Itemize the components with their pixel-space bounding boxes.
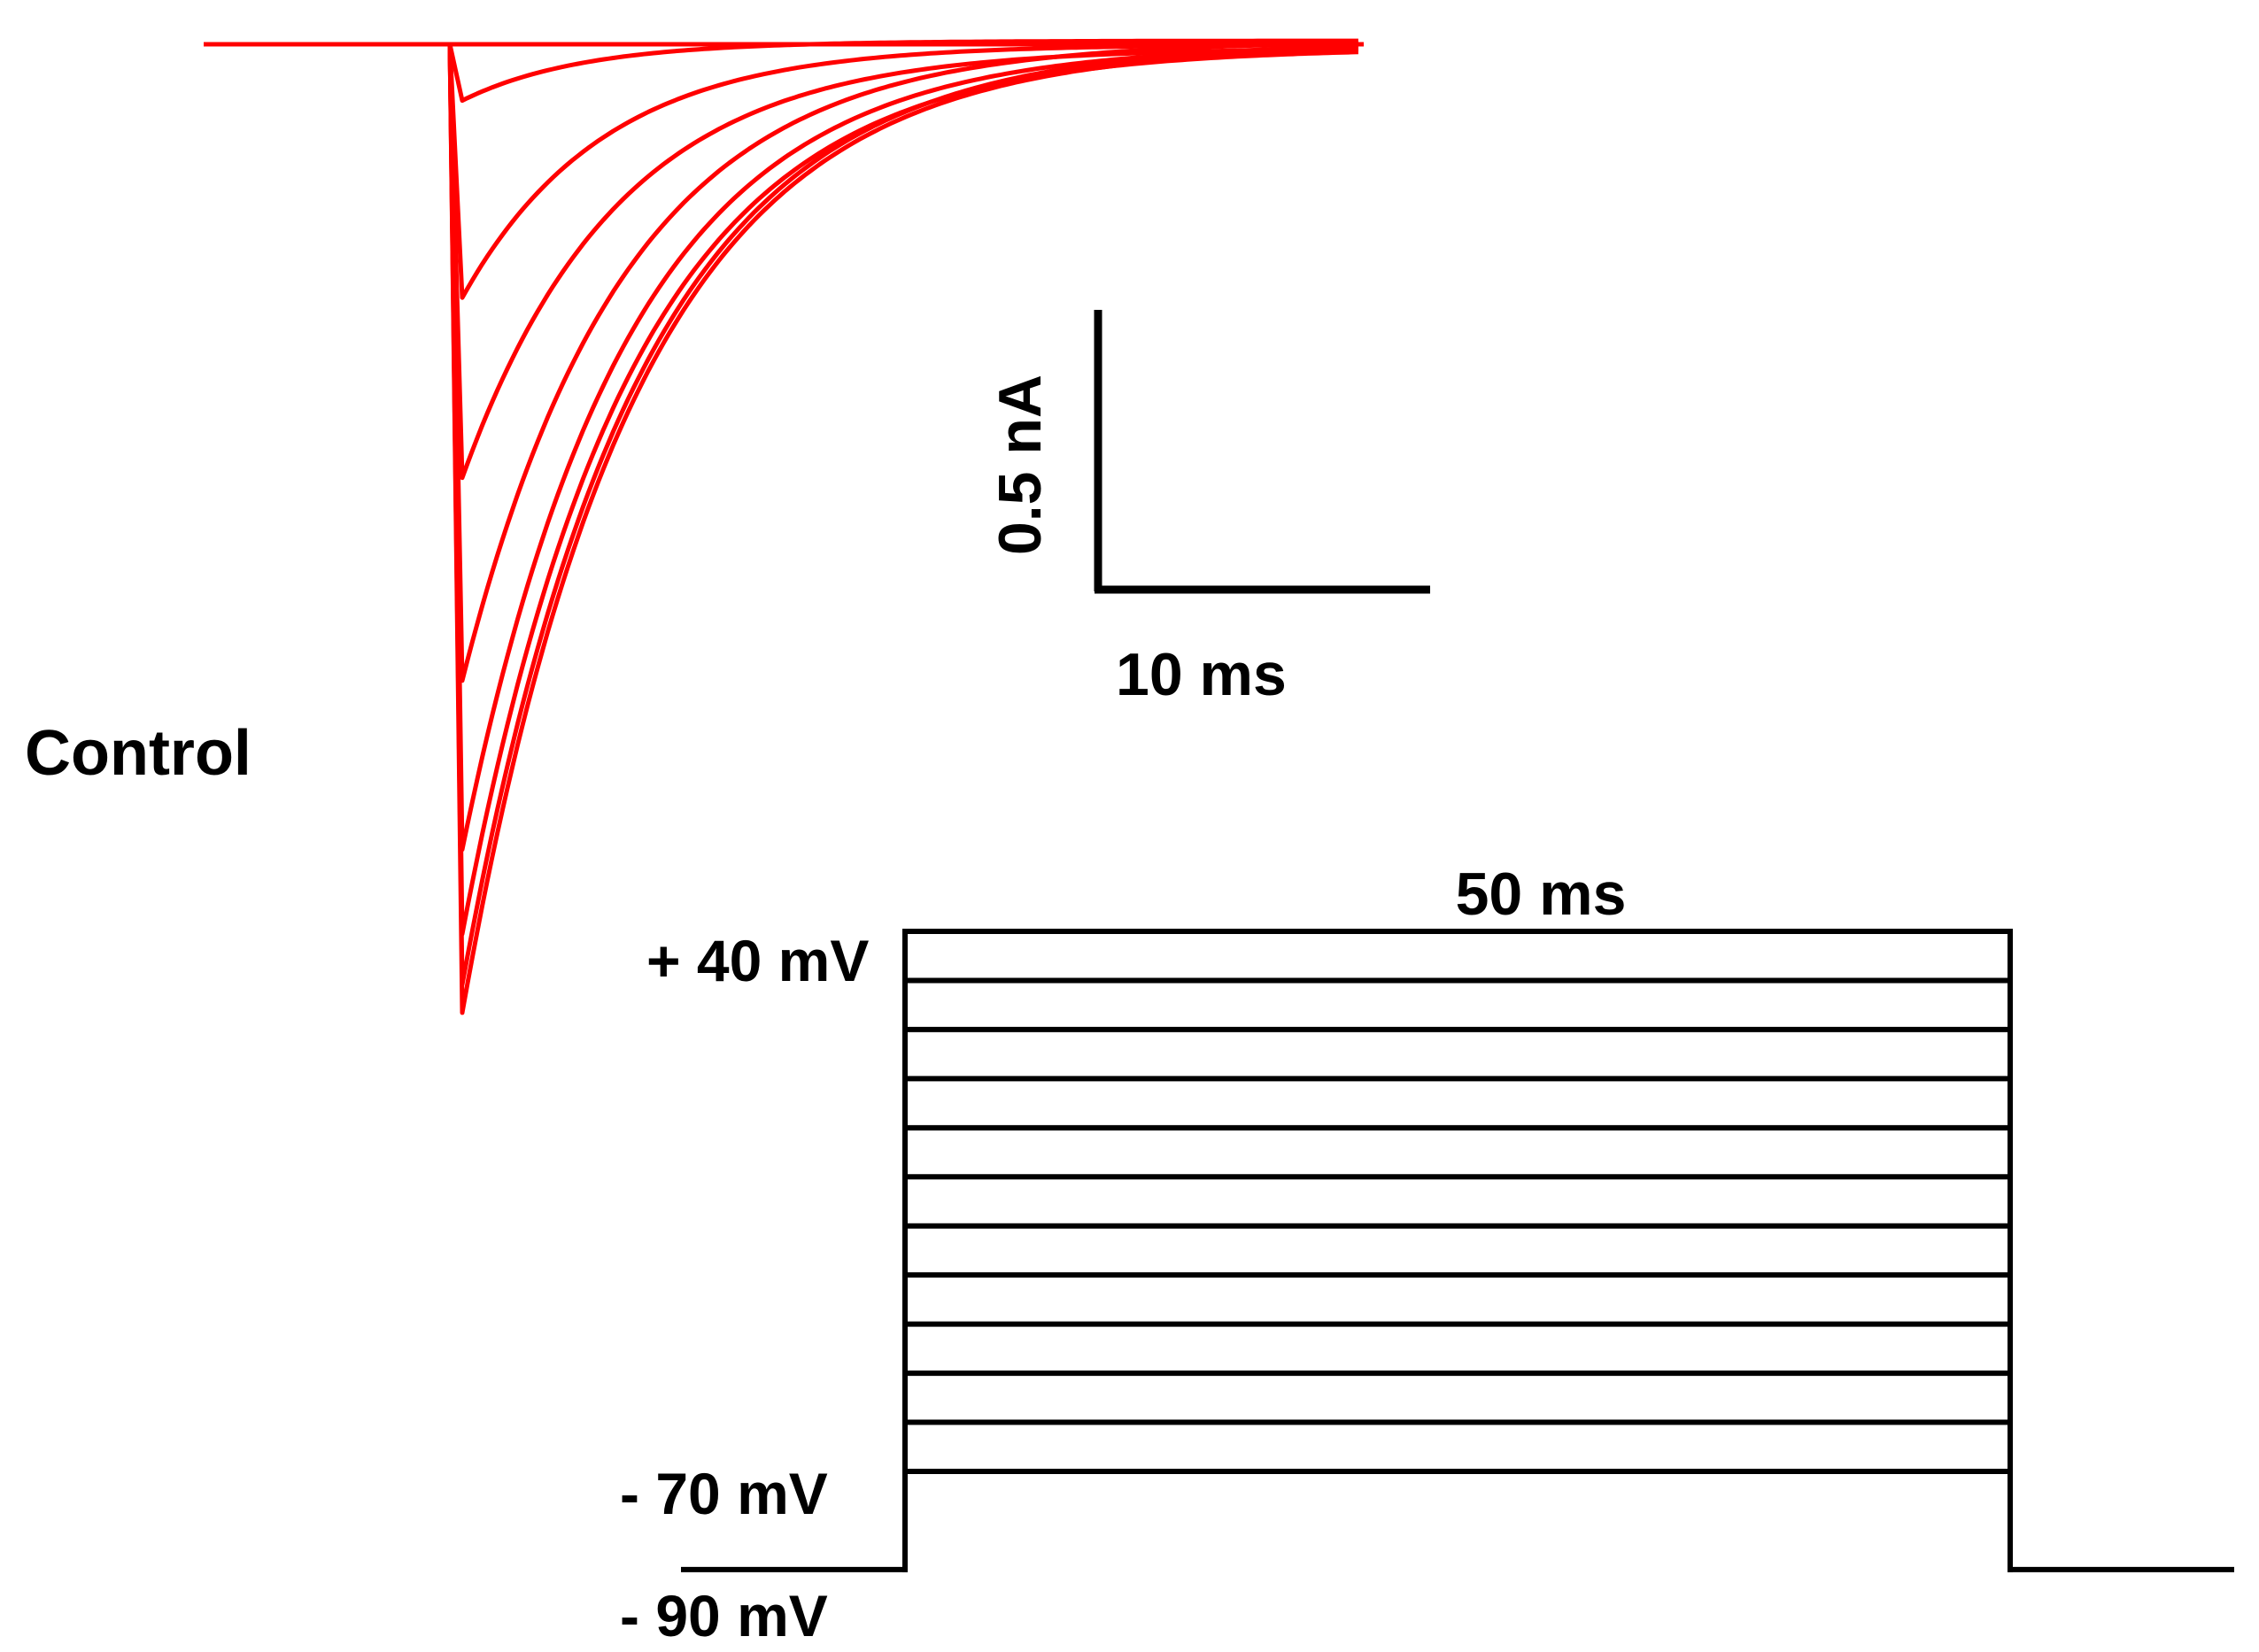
protocol-duration-label: 50 ms bbox=[1456, 861, 1627, 928]
current-trace-7 bbox=[204, 42, 1358, 987]
current-traces bbox=[204, 38, 1358, 1015]
protocol-step-bottom-label: - 70 mV bbox=[620, 1461, 828, 1526]
protocol-holding-label: - 90 mV bbox=[620, 1583, 828, 1648]
current-trace-3 bbox=[204, 42, 1358, 481]
current-trace-8 bbox=[204, 42, 1358, 1015]
voltage-protocol bbox=[681, 929, 2234, 1572]
scale-bar: 0.5 nA 10 ms bbox=[986, 310, 1430, 708]
current-trace-4 bbox=[204, 41, 1358, 683]
current-trace-6 bbox=[204, 42, 1358, 937]
current-trace-5 bbox=[204, 42, 1358, 852]
current-trace-2 bbox=[204, 42, 1358, 300]
scale-bar-current-label: 0.5 nA bbox=[986, 374, 1054, 555]
condition-label: Control bbox=[25, 718, 251, 789]
scale-bar-time-label: 10 ms bbox=[1116, 641, 1287, 708]
protocol-top-label: + 40 mV bbox=[646, 928, 869, 993]
